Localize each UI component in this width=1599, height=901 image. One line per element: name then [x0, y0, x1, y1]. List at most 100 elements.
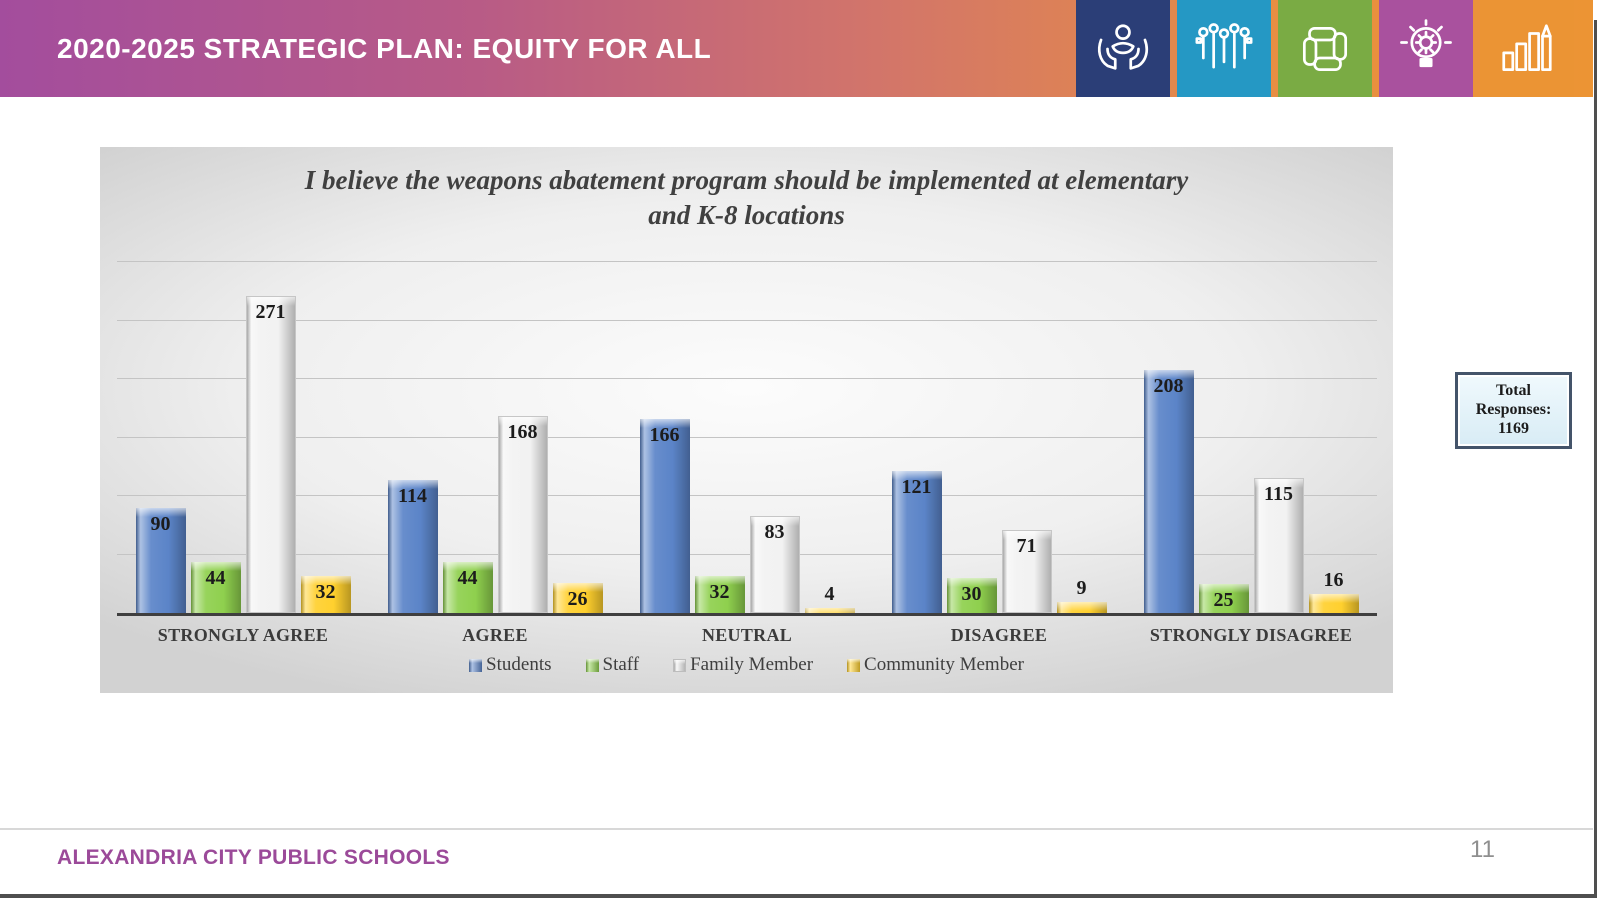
bar-slot: 121	[891, 262, 942, 613]
bar-community-member	[1056, 602, 1107, 613]
legend-label: Staff	[602, 654, 640, 675]
bar-slot: 26	[552, 262, 603, 613]
tile-care	[1076, 0, 1170, 97]
bar-slot: 208	[1143, 262, 1194, 613]
teamwork-hands-icon	[1302, 26, 1348, 71]
bar-value-label: 32	[315, 581, 336, 603]
bar-family-member	[1253, 478, 1304, 613]
bar-students	[1143, 370, 1194, 613]
bar-value-label: 121	[901, 476, 932, 498]
bar-staff	[1198, 584, 1249, 613]
bar-community-member	[1308, 594, 1359, 613]
bar-value-label: 168	[507, 421, 538, 443]
bar-slot: 115	[1253, 262, 1304, 613]
chart-legend: Students Staff Family Member Community Memb…	[100, 654, 1393, 676]
bar-family-member	[245, 296, 296, 613]
bar-slot: 32	[694, 262, 745, 613]
bar-slot: 114	[387, 262, 438, 613]
bar-slot: 44	[442, 262, 493, 613]
category-label: STRONGLY AGREE	[157, 625, 329, 645]
category-label: DISAGREE	[950, 625, 1048, 645]
tile-growth	[1480, 0, 1574, 97]
page-number: 11	[1470, 836, 1495, 863]
bar-students	[387, 480, 438, 613]
bar-chart-pencil-icon	[1502, 23, 1552, 71]
bar-value-label: 208	[1153, 375, 1184, 397]
gridline-300	[117, 261, 1377, 262]
bar-value-label: 30	[961, 583, 982, 605]
legend-item-students: Students	[469, 654, 552, 676]
bar-slot: 9	[1056, 262, 1107, 613]
hands-holding-person-icon	[1097, 23, 1149, 70]
bar-slot: 166	[639, 262, 690, 613]
bar-family-member	[497, 416, 548, 613]
legend-item-community-member: Community Member	[847, 654, 1024, 676]
bar-group: 90 44 271 32	[117, 262, 369, 613]
bar-value-label: 83	[764, 521, 785, 543]
bar-slot: 90	[135, 262, 186, 613]
bar-value-label: 71	[1016, 535, 1037, 557]
lightbulb-gear-icon	[1400, 18, 1452, 67]
bar-value-label: 32	[709, 581, 730, 603]
banner: 2020-2025 STRATEGIC PLAN: EQUITY FOR ALL	[0, 0, 1593, 97]
gridline-200	[117, 378, 1377, 379]
bar-family-member	[749, 516, 800, 613]
bar-value-label: 114	[398, 485, 427, 507]
bar-value-label: 271	[255, 301, 286, 323]
bar-group: 166 32 83 4	[621, 262, 873, 613]
category-axis-labels: STRONGLY AGREE AGREE NEUTRAL DISAGREE STRONG…	[117, 625, 1377, 646]
tile-innovation	[1379, 0, 1473, 97]
total-responses-value: 1169	[1497, 419, 1530, 437]
category-label: STRONGLY DISAGREE	[1149, 625, 1353, 645]
bar-value-label: 44	[205, 567, 226, 589]
total-responses-box: Total Responses: 1169	[1455, 372, 1572, 449]
x-axis-line	[117, 613, 1377, 616]
slide-title: 2020-2025 STRATEGIC PLAN: EQUITY FOR ALL	[57, 32, 712, 64]
category-label: NEUTRAL	[701, 625, 793, 645]
bar-staff	[694, 576, 745, 613]
bar-group: 208 25 115 16	[1125, 262, 1377, 613]
legend-item-family-member: Family Member	[673, 654, 813, 676]
category-label: AGREE	[462, 625, 528, 645]
bar-slot: 83	[749, 262, 800, 613]
bar-value-label: 25	[1213, 589, 1234, 611]
banner-icon-tiles	[1076, 0, 1574, 97]
tile-teamwork	[1278, 0, 1372, 97]
community-people-icon	[1195, 22, 1253, 68]
bar-staff	[442, 562, 493, 613]
total-responses-label: Total Responses:	[1475, 382, 1552, 419]
footer-divider	[0, 828, 1593, 830]
bar-slot: 168	[497, 262, 548, 613]
bar-family-member	[1001, 530, 1052, 613]
bar-community-member	[552, 583, 603, 613]
bar-slot: 271	[245, 262, 296, 613]
bar-group: 121 30 71 9	[873, 262, 1125, 613]
bar-slot: 30	[946, 262, 997, 613]
bar-value-label: 44	[457, 567, 478, 589]
bar-value-label: 26	[567, 588, 588, 610]
bar-slot: 71	[1001, 262, 1052, 613]
bar-value-label: 90	[150, 513, 171, 535]
slide-bottom-edge	[0, 894, 1597, 898]
bar-slot: 4	[804, 262, 855, 613]
slide-right-edge	[1594, 20, 1597, 898]
tile-community	[1177, 0, 1271, 97]
bar-group: 114 44 168 26	[369, 262, 621, 613]
footer-school-name: ALEXANDRIA CITY PUBLIC SCHOOLS	[57, 846, 450, 869]
plot-area: 90 44 271 32 114 44 168 26 166 32 83 4 121 30 71 9 208 25…	[117, 261, 1377, 613]
legend-item-staff: Staff	[585, 654, 640, 676]
bar-value-label: 115	[1264, 483, 1293, 505]
legend-label: Community Member	[864, 654, 1024, 675]
legend-label: Family Member	[690, 654, 814, 675]
legend-swatch	[673, 658, 687, 672]
chart-title: I believe the weapons abatement program …	[304, 165, 1189, 230]
gridline-50	[117, 553, 1377, 555]
gridline-100	[117, 495, 1377, 496]
bar-staff	[946, 578, 997, 613]
legend-swatch	[585, 658, 599, 672]
bar-students	[639, 419, 690, 613]
bar-value-label: 9	[1076, 577, 1087, 599]
chart-card: I believe the weapons abatement program …	[100, 147, 1393, 693]
bar-students	[135, 508, 186, 613]
legend-label: Students	[486, 654, 552, 675]
